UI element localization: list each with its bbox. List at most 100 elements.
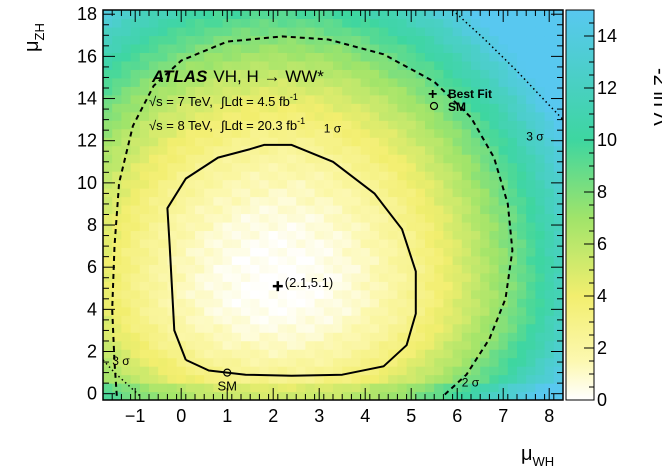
heatmap-cell [526,77,536,87]
heatmap-cell [130,281,141,291]
heatmap-cell [241,205,251,215]
heatmap-cell [489,94,500,104]
heatmap-cell [185,10,196,20]
heatmap-cell [333,238,343,248]
heatmap-cell [103,60,113,70]
heatmap-cell [425,69,435,79]
heatmap-cell [434,171,444,181]
heatmap-cell [222,205,233,215]
heatmap-cell [167,145,178,155]
heatmap-cell [158,26,168,37]
heatmap-cell [461,26,472,37]
heatmap-cell [112,137,122,147]
heatmap-cell [204,383,214,393]
heatmap-cell [323,154,334,164]
heatmap-cell [369,264,380,274]
heatmap-cell [342,52,352,62]
heatmap-cell [130,171,141,181]
heatmap-cell [544,145,555,155]
heatmap-cell [415,366,426,376]
heatmap-cell [369,94,380,104]
heatmap-cell [268,179,279,189]
heatmap-cell [379,43,389,53]
heatmap-cell [176,162,187,172]
heatmap-cell [397,179,408,189]
heatmap-cell [259,137,270,147]
heatmap-cell [314,205,325,215]
heatmap-cell [241,255,251,265]
heatmap-cell [397,221,408,232]
heatmap-cell [480,111,490,121]
heatmap-cell [195,205,205,215]
heatmap-cell [397,230,408,240]
heatmap-cell [185,255,196,265]
heatmap-cell [112,315,122,325]
heatmap-cell [213,77,224,87]
heatmap-cell [250,120,260,130]
heatmap-cell [112,86,122,96]
heatmap-cell [259,94,270,104]
heatmap-cell [333,77,343,87]
heatmap-cell [333,306,343,316]
heatmap-cell [471,238,481,248]
heatmap-cell [241,357,251,367]
heatmap-cell [360,272,371,282]
heatmap-cell [167,230,178,240]
heatmap-cell [213,111,224,121]
heatmap-cell [158,154,168,164]
heatmap-cell [489,264,500,274]
heatmap-cell [277,196,288,206]
heatmap-cell [241,264,251,274]
heatmap-cell [149,196,159,206]
heatmap-cell [507,281,518,291]
heatmap-cell [452,323,463,333]
heatmap-cell [287,315,297,325]
heatmap-cell [415,281,426,291]
heatmap-cell [379,298,389,308]
heatmap-cell [195,221,205,232]
heatmap-cell [130,111,141,121]
heatmap-cell [213,213,224,223]
heatmap-cell [158,60,168,70]
heatmap-cell [222,128,233,138]
heatmap-cell [379,26,389,37]
heatmap-cell [176,298,187,308]
heatmap-cell [379,103,389,113]
heatmap-cell [241,162,251,172]
heatmap-cell [535,264,546,274]
heatmap-cell [158,315,168,325]
heatmap-cell [296,357,306,367]
heatmap-cell [130,120,141,130]
heatmap-cell [544,179,555,189]
heatmap-cell [121,10,132,20]
heatmap-cell [544,230,555,240]
heatmap-cell [268,306,279,316]
heatmap-cell [287,306,297,316]
heatmap-cell [204,10,214,20]
heatmap-cell [489,77,500,87]
heatmap-cell [544,247,555,257]
heatmap-cell [535,298,546,308]
heatmap-cell [443,35,454,45]
heatmap-cell [544,238,555,248]
heatmap-cell [360,357,371,367]
heatmap-cell [443,145,454,155]
heatmap-cell [425,247,435,257]
heatmap-cell [415,255,426,265]
heatmap-cell [369,315,380,325]
heatmap-cell [139,128,150,138]
heatmap-cell [241,154,251,164]
heatmap-cell [287,281,297,291]
heatmap-cell [287,289,297,299]
heatmap-cell [305,383,316,393]
heatmap-cell [185,137,196,147]
heatmap-cell [121,366,132,376]
heatmap-cell [112,196,122,206]
heatmap-cell [517,103,527,113]
heatmap-cell [250,179,260,189]
heatmap-cell [452,179,463,189]
heatmap-cell [517,357,527,367]
heatmap-cell [158,86,168,96]
heatmap-cell [314,69,325,79]
